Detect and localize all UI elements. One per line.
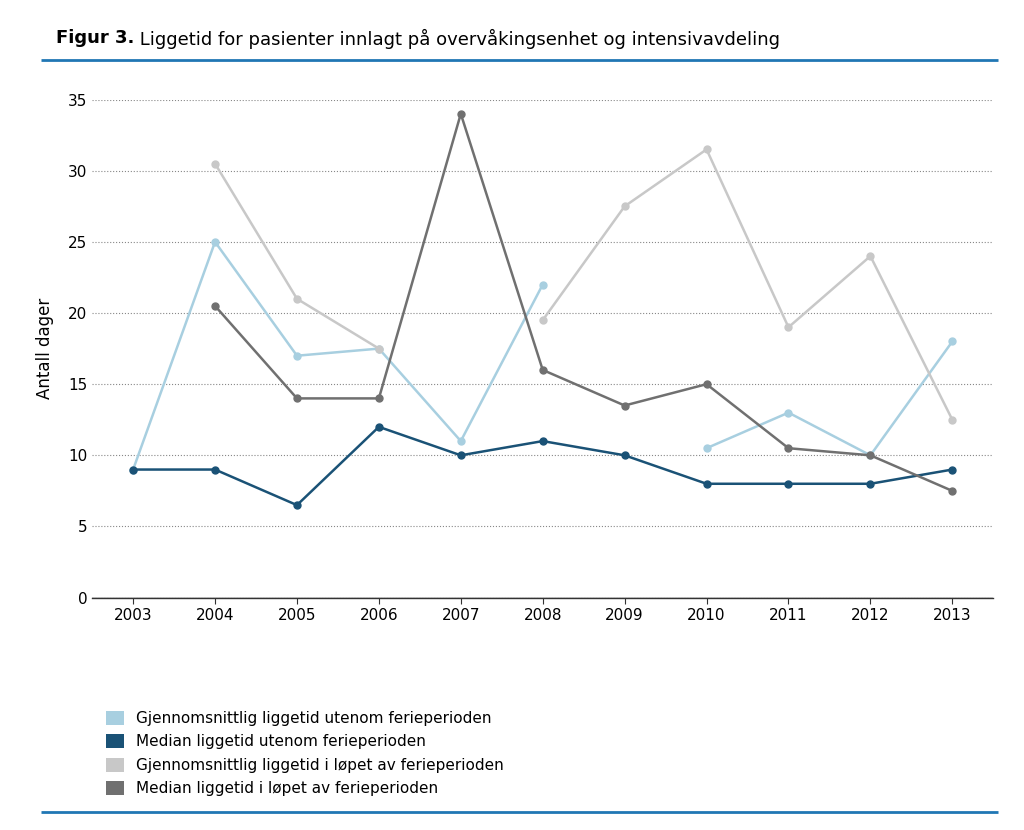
Legend: Gjennomsnittlig liggetid utenom ferieperioden, Median liggetid utenom ferieperio: Gjennomsnittlig liggetid utenom ferieper…	[99, 705, 510, 803]
Text: Figur 3.: Figur 3.	[56, 29, 135, 47]
Y-axis label: Antall dager: Antall dager	[36, 298, 54, 399]
Text: Liggetid for pasienter innlagt på overvåkingsenhet og intensivavdeling: Liggetid for pasienter innlagt på overvå…	[134, 29, 780, 49]
